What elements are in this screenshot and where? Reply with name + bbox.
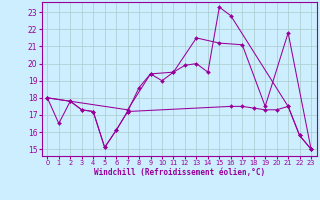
X-axis label: Windchill (Refroidissement éolien,°C): Windchill (Refroidissement éolien,°C) [94,168,265,177]
